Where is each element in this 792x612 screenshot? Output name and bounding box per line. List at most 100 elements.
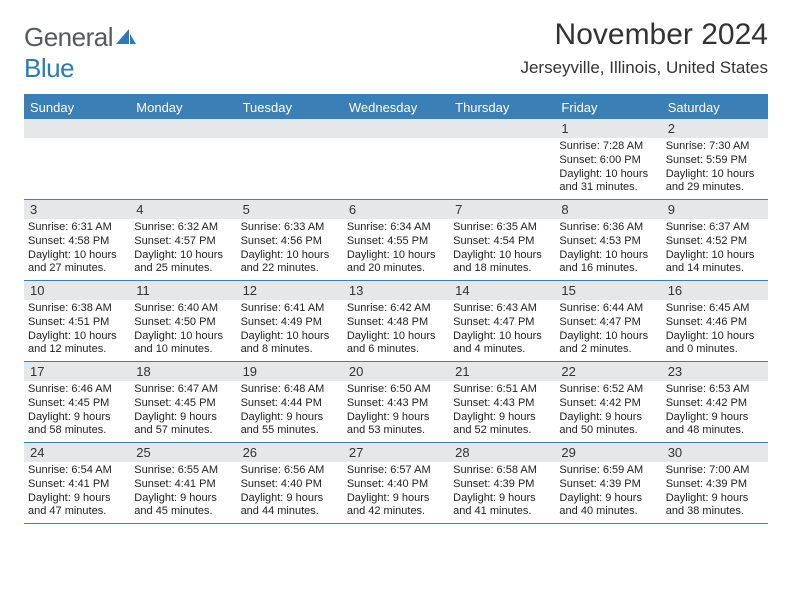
- sunrise-text: Sunrise: 6:35 AM: [453, 221, 551, 235]
- daylight-text: Daylight: 10 hours and 14 minutes.: [666, 249, 764, 277]
- sunrise-text: Sunrise: 6:52 AM: [559, 383, 657, 397]
- day-cell-11: 11Sunrise: 6:40 AMSunset: 4:50 PMDayligh…: [130, 281, 236, 361]
- date-number: 26: [237, 443, 343, 462]
- date-number: 21: [449, 362, 555, 381]
- daylight-text: Daylight: 10 hours and 20 minutes.: [347, 249, 445, 277]
- sunrise-text: Sunrise: 6:54 AM: [28, 464, 126, 478]
- day-cell-5: 5Sunrise: 6:33 AMSunset: 4:56 PMDaylight…: [237, 200, 343, 280]
- sunset-text: Sunset: 4:39 PM: [666, 478, 764, 492]
- day-cell-18: 18Sunrise: 6:47 AMSunset: 4:45 PMDayligh…: [130, 362, 236, 442]
- day-details: Sunrise: 6:56 AMSunset: 4:40 PMDaylight:…: [237, 462, 343, 523]
- logo: General Blue: [24, 22, 137, 84]
- day-details: [237, 138, 343, 144]
- daylight-text: Daylight: 10 hours and 31 minutes.: [559, 168, 657, 196]
- date-number: [237, 119, 343, 138]
- week-row: 3Sunrise: 6:31 AMSunset: 4:58 PMDaylight…: [24, 200, 768, 281]
- date-number: 8: [555, 200, 661, 219]
- sunrise-text: Sunrise: 7:28 AM: [559, 140, 657, 154]
- day-cell-25: 25Sunrise: 6:55 AMSunset: 4:41 PMDayligh…: [130, 443, 236, 523]
- day-cell-10: 10Sunrise: 6:38 AMSunset: 4:51 PMDayligh…: [24, 281, 130, 361]
- day-details: [449, 138, 555, 144]
- date-number: 9: [662, 200, 768, 219]
- date-number: 27: [343, 443, 449, 462]
- date-number: [130, 119, 236, 138]
- date-number: 10: [24, 281, 130, 300]
- day-cell-29: 29Sunrise: 6:59 AMSunset: 4:39 PMDayligh…: [555, 443, 661, 523]
- day-details: Sunrise: 6:52 AMSunset: 4:42 PMDaylight:…: [555, 381, 661, 442]
- daylight-text: Daylight: 10 hours and 10 minutes.: [134, 330, 232, 358]
- date-number: 30: [662, 443, 768, 462]
- daylight-text: Daylight: 9 hours and 40 minutes.: [559, 492, 657, 520]
- day-details: Sunrise: 6:31 AMSunset: 4:58 PMDaylight:…: [24, 219, 130, 280]
- date-number: 28: [449, 443, 555, 462]
- date-number: 17: [24, 362, 130, 381]
- sunset-text: Sunset: 4:58 PM: [28, 235, 126, 249]
- date-number: 18: [130, 362, 236, 381]
- sunrise-text: Sunrise: 6:34 AM: [347, 221, 445, 235]
- date-number: 20: [343, 362, 449, 381]
- sunrise-text: Sunrise: 6:42 AM: [347, 302, 445, 316]
- date-number: 7: [449, 200, 555, 219]
- day-details: Sunrise: 6:38 AMSunset: 4:51 PMDaylight:…: [24, 300, 130, 361]
- day-cell-17: 17 Sunrise: 6:46 AMSunset: 4:45 PMDayligh…: [24, 362, 130, 442]
- sunrise-text: Sunrise: 6:40 AM: [134, 302, 232, 316]
- week-row: 1Sunrise: 7:28 AMSunset: 6:00 PMDaylight…: [24, 119, 768, 200]
- sunrise-text: Sunrise: 6:41 AM: [241, 302, 339, 316]
- day-cell-13: 13Sunrise: 6:42 AMSunset: 4:48 PMDayligh…: [343, 281, 449, 361]
- day-cell-8: 8Sunrise: 6:36 AMSunset: 4:53 PMDaylight…: [555, 200, 661, 280]
- sunset-text: Sunset: 4:45 PM: [28, 397, 126, 411]
- day-cell-2: 2Sunrise: 7:30 AMSunset: 5:59 PMDaylight…: [662, 119, 768, 199]
- daylight-text: Daylight: 10 hours and 8 minutes.: [241, 330, 339, 358]
- date-number: 3: [24, 200, 130, 219]
- sunset-text: Sunset: 4:43 PM: [453, 397, 551, 411]
- date-number: 5: [237, 200, 343, 219]
- dayname-friday: Friday: [555, 96, 661, 119]
- daylight-text: Daylight: 9 hours and 38 minutes.: [666, 492, 764, 520]
- day-details: Sunrise: 6:37 AMSunset: 4:52 PMDaylight:…: [662, 219, 768, 280]
- date-number: 2: [662, 119, 768, 138]
- sunset-text: Sunset: 4:54 PM: [453, 235, 551, 249]
- day-details: Sunrise: 6:59 AMSunset: 4:39 PMDaylight:…: [555, 462, 661, 523]
- week-row: 24Sunrise: 6:54 AMSunset: 4:41 PMDayligh…: [24, 443, 768, 524]
- week-row: 17Sunrise: 6:46 AMSunset: 4:45 PMDayligh…: [24, 362, 768, 443]
- daylight-text: Daylight: 10 hours and 4 minutes.: [453, 330, 551, 358]
- daylight-text: Daylight: 9 hours and 42 minutes.: [347, 492, 445, 520]
- daylight-text: Daylight: 9 hours and 53 minutes.: [347, 411, 445, 439]
- day-cell-15: 15Sunrise: 6:44 AMSunset: 4:47 PMDayligh…: [555, 281, 661, 361]
- daylight-text: Daylight: 9 hours and 44 minutes.: [241, 492, 339, 520]
- day-cell-26: 26Sunrise: 6:56 AMSunset: 4:40 PMDayligh…: [237, 443, 343, 523]
- day-cell-4: 4Sunrise: 6:32 AMSunset: 4:57 PMDaylight…: [130, 200, 236, 280]
- title-block: November 2024 Jerseyville, Illinois, Uni…: [520, 18, 768, 78]
- empty-cell: [343, 119, 449, 199]
- sunrise-text: Sunrise: 6:50 AM: [347, 383, 445, 397]
- daylight-text: Daylight: 10 hours and 0 minutes.: [666, 330, 764, 358]
- day-cell-16: 16Sunrise: 6:45 AMSunset: 4:46 PMDayligh…: [662, 281, 768, 361]
- sunset-text: Sunset: 4:41 PM: [28, 478, 126, 492]
- sunset-text: Sunset: 4:42 PM: [559, 397, 657, 411]
- sunset-text: Sunset: 4:39 PM: [453, 478, 551, 492]
- day-details: Sunrise: 6:43 AMSunset: 4:47 PMDaylight:…: [449, 300, 555, 361]
- sunrise-text: Sunrise: 6:46 AM: [28, 383, 126, 397]
- dayname-saturday: Saturday: [662, 96, 768, 119]
- day-cell-12: 12Sunrise: 6:41 AMSunset: 4:49 PMDayligh…: [237, 281, 343, 361]
- dayname-wednesday: Wednesday: [343, 96, 449, 119]
- day-details: [130, 138, 236, 144]
- day-cell-23: 23Sunrise: 6:53 AMSunset: 4:42 PMDayligh…: [662, 362, 768, 442]
- day-details: Sunrise: 6:55 AMSunset: 4:41 PMDaylight:…: [130, 462, 236, 523]
- sunset-text: Sunset: 5:59 PM: [666, 154, 764, 168]
- sunset-text: Sunset: 4:55 PM: [347, 235, 445, 249]
- sunset-text: Sunset: 4:47 PM: [453, 316, 551, 330]
- daylight-text: Daylight: 9 hours and 58 minutes.: [28, 411, 126, 439]
- daylight-text: Daylight: 9 hours and 47 minutes.: [28, 492, 126, 520]
- day-details: Sunrise: 6:54 AMSunset: 4:41 PMDaylight:…: [24, 462, 130, 523]
- day-cell-30: 30Sunrise: 7:00 AMSunset: 4:39 PMDayligh…: [662, 443, 768, 523]
- sunrise-text: Sunrise: 6:56 AM: [241, 464, 339, 478]
- day-cell-22: 22Sunrise: 6:52 AMSunset: 4:42 PMDayligh…: [555, 362, 661, 442]
- day-cell-20: 20Sunrise: 6:50 AMSunset: 4:43 PMDayligh…: [343, 362, 449, 442]
- dayname-tuesday: Tuesday: [237, 96, 343, 119]
- sunrise-text: Sunrise: 7:30 AM: [666, 140, 764, 154]
- day-cell-3: 3Sunrise: 6:31 AMSunset: 4:58 PMDaylight…: [24, 200, 130, 280]
- day-details: Sunrise: 7:30 AMSunset: 5:59 PMDaylight:…: [662, 138, 768, 199]
- sunrise-text: Sunrise: 6:57 AM: [347, 464, 445, 478]
- sunset-text: Sunset: 4:53 PM: [559, 235, 657, 249]
